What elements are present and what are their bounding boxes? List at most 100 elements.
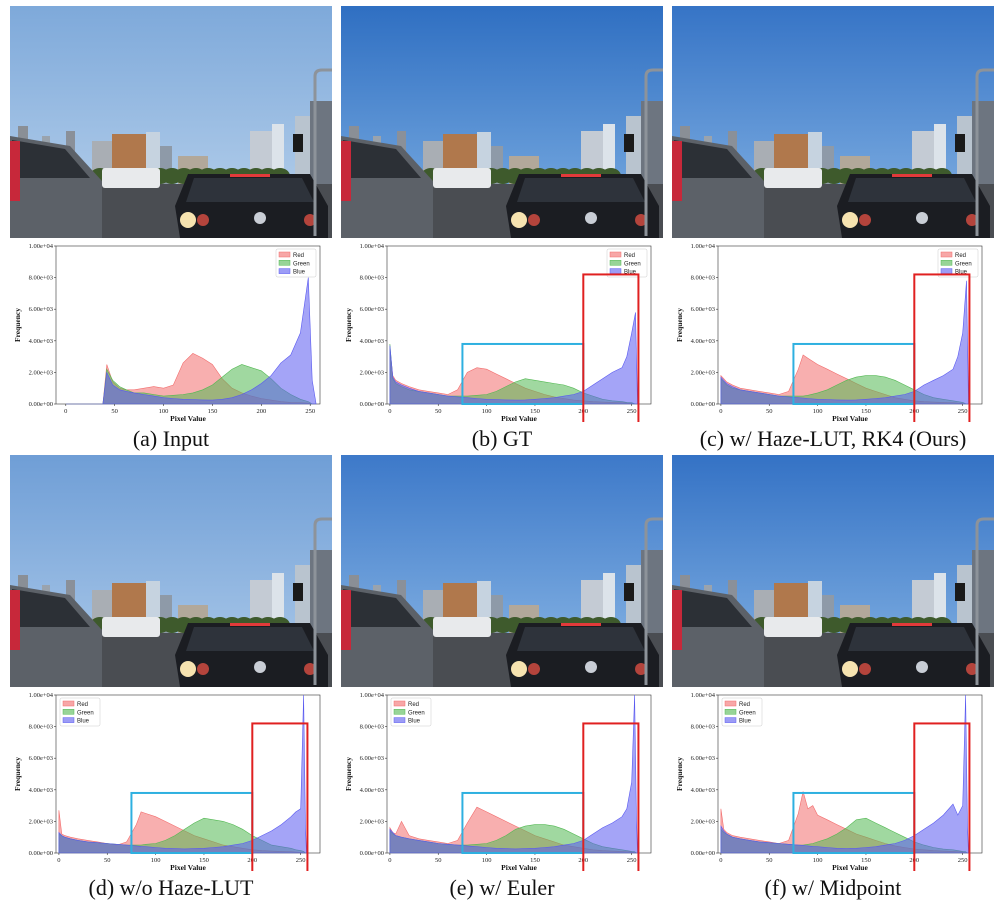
tail-light (180, 212, 196, 228)
y-tick-label: 4.00e+03 (691, 787, 715, 794)
legend: Red Green Blue (606, 248, 648, 278)
histogram-chart: 0.00e+00 2.00e+03 4.00e+03 6.00e+03 8.00e+03… (13, 692, 321, 871)
y-tick-label: 4.00e+03 (691, 338, 715, 345)
caption: (b) GT (471, 426, 533, 451)
street-scene-photo (341, 6, 663, 238)
street-scene-photo (10, 6, 332, 238)
legend-label-green: Green (955, 261, 972, 267)
street-lamp (644, 68, 663, 236)
legend-swatch-blue (393, 717, 406, 723)
legend-swatch-red (609, 251, 622, 258)
street-lamp (313, 517, 332, 685)
y-tick-label: 8.00e+03 (691, 724, 715, 731)
legend-swatch-green (609, 260, 622, 266)
legend-label-green: Green (77, 710, 94, 716)
legend-swatch-green (62, 709, 75, 715)
series-blue-area (389, 312, 638, 405)
y-axis-label: Frequency (675, 308, 684, 342)
x-axis-label: Pixel Value (170, 414, 206, 422)
y-tick-label: 6.00e+03 (360, 306, 384, 313)
car-rear-window (517, 178, 645, 202)
x-axis-label: Pixel Value (832, 414, 868, 422)
brake-light (230, 623, 270, 626)
traffic-light (955, 583, 965, 601)
traffic-light (955, 134, 965, 152)
y-tick-label: 1.00e+04 (360, 692, 385, 699)
car-rear-window (186, 627, 314, 651)
car-logo (254, 212, 266, 224)
legend-swatch-blue (62, 717, 75, 723)
legend: Red Green Blue (59, 697, 101, 727)
car-logo (254, 661, 266, 673)
legend-label-red: Red (408, 702, 419, 708)
x-tick-label: 0 (719, 857, 722, 864)
legend-label-blue: Blue (624, 270, 637, 276)
y-tick-label: 6.00e+03 (360, 755, 384, 762)
y-tick-label: 1.00e+04 (360, 243, 385, 250)
red-car (672, 590, 682, 650)
tail-light (528, 214, 540, 226)
building (972, 101, 994, 186)
photo-drawing (672, 6, 994, 238)
y-tick-label: 8.00e+03 (691, 275, 715, 282)
x-tick-label: 250 (296, 857, 306, 864)
x-tick-label: 200 (256, 408, 266, 415)
x-tick-label: 0 (64, 408, 67, 415)
y-tick-label: 4.00e+03 (360, 338, 384, 345)
bus (764, 168, 822, 188)
y-tick-label: 6.00e+03 (691, 306, 715, 313)
caption: (d) w/o Haze-LUT (88, 875, 254, 900)
red-car (341, 141, 351, 201)
x-tick-label: 250 (958, 857, 968, 864)
photo-drawing (341, 455, 663, 687)
street-lamp (313, 68, 332, 236)
red-car (672, 141, 682, 201)
x-tick-label: 150 (530, 408, 540, 415)
car-rear-window (517, 627, 645, 651)
y-tick-label: 2.00e+03 (691, 818, 715, 825)
tail-light (511, 212, 527, 228)
caption: (f) w/ Midpoint (764, 875, 902, 900)
x-tick-label: 0 (719, 408, 722, 415)
y-tick-label: 6.00e+03 (691, 755, 715, 762)
x-tick-label: 150 (861, 857, 871, 864)
y-axis-label: Frequency (344, 757, 353, 791)
tail-light (635, 663, 647, 675)
brake-light (561, 174, 601, 177)
brake-light (230, 174, 270, 177)
red-car (341, 590, 351, 650)
y-tick-label: 2.00e+03 (29, 818, 53, 825)
caption: (a) Input (132, 426, 210, 451)
bus (102, 617, 160, 637)
y-tick-label: 0.00e+00 (29, 850, 53, 857)
x-tick-label: 50 (766, 857, 773, 864)
x-axis-label: Pixel Value (832, 863, 868, 871)
x-tick-label: 150 (208, 408, 218, 415)
legend-label-blue: Blue (77, 719, 90, 725)
legend-label-green: Green (739, 710, 756, 716)
red-highlight-box (913, 273, 971, 422)
y-tick-label: 2.00e+03 (691, 369, 715, 376)
street-scene-photo (341, 455, 663, 687)
histogram-chart: 0.00e+00 2.00e+03 4.00e+03 6.00e+03 8.00e+03… (675, 692, 983, 871)
y-tick-label: 4.00e+03 (360, 787, 384, 794)
histogram-chart: 0.00e+00 2.00e+03 4.00e+03 6.00e+03 8.00e+03… (344, 692, 652, 871)
legend-label-green: Green (293, 261, 310, 267)
tail-light (180, 661, 196, 677)
y-tick-label: 8.00e+03 (360, 724, 384, 731)
x-tick-label: 100 (813, 408, 823, 415)
bus (433, 617, 491, 637)
legend-label-red: Red (293, 253, 304, 259)
building (972, 550, 994, 635)
x-tick-label: 100 (151, 857, 161, 864)
legend: Red Green Blue (390, 697, 432, 727)
y-axis-label: Frequency (344, 308, 353, 342)
y-tick-label: 0.00e+00 (360, 850, 384, 857)
tail-light (842, 661, 858, 677)
red-car (10, 590, 20, 650)
y-tick-label: 1.00e+04 (29, 243, 54, 250)
y-axis-label: Frequency (675, 757, 684, 791)
tail-light (635, 214, 647, 226)
legend-label-blue: Blue (739, 719, 752, 725)
photo-drawing (672, 455, 994, 687)
